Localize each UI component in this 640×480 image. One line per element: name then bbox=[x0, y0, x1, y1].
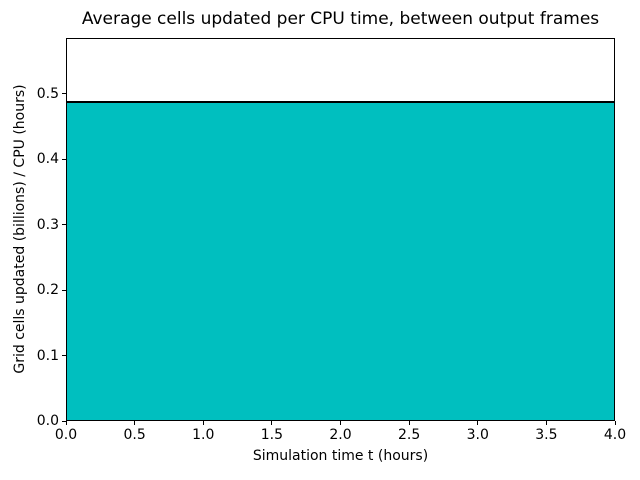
x-tick-mark bbox=[477, 421, 479, 425]
y-tick-mark bbox=[62, 420, 66, 422]
x-tick-label: 2.5 bbox=[397, 427, 421, 443]
chart-title: Average cells updated per CPU time, betw… bbox=[81, 9, 600, 29]
x-tick-label: 1.5 bbox=[260, 427, 284, 443]
x-tick-mark bbox=[65, 421, 67, 425]
x-tick-label: 1.0 bbox=[192, 427, 215, 443]
y-tick-mark bbox=[62, 93, 66, 95]
y-tick-label: 0.1 bbox=[36, 347, 59, 364]
x-tick-mark bbox=[340, 421, 341, 425]
x-axis-label: Simulation time t (hours) bbox=[252, 448, 429, 464]
x-tick-label: 3.0 bbox=[466, 427, 489, 443]
y-tick-mark bbox=[62, 289, 66, 291]
x-tick-label: 0.5 bbox=[123, 427, 146, 443]
x-tick-mark bbox=[202, 421, 204, 425]
area-series bbox=[67, 100, 614, 420]
y-tick-mark bbox=[62, 224, 66, 226]
y-tick-label: 0.3 bbox=[36, 216, 59, 233]
x-tick-label: 0.0 bbox=[54, 427, 78, 443]
y-tick-label: 0.0 bbox=[36, 413, 59, 429]
x-tick-label: 3.5 bbox=[535, 427, 558, 443]
y-tick-mark bbox=[62, 158, 66, 160]
x-tick-label: 4.0 bbox=[603, 427, 627, 443]
y-tick-label: 0.4 bbox=[36, 151, 59, 168]
x-tick-mark bbox=[614, 421, 616, 425]
y-tick-label: 0.5 bbox=[36, 85, 59, 102]
y-tick-mark bbox=[62, 355, 66, 357]
y-tick-label: 0.2 bbox=[36, 282, 59, 299]
x-tick-mark bbox=[271, 421, 273, 425]
x-tick-mark bbox=[134, 421, 136, 425]
x-tick-mark bbox=[545, 421, 547, 425]
plot-area bbox=[66, 38, 615, 421]
x-tick-mark bbox=[408, 421, 410, 425]
x-tick-label: 2.0 bbox=[329, 427, 352, 443]
